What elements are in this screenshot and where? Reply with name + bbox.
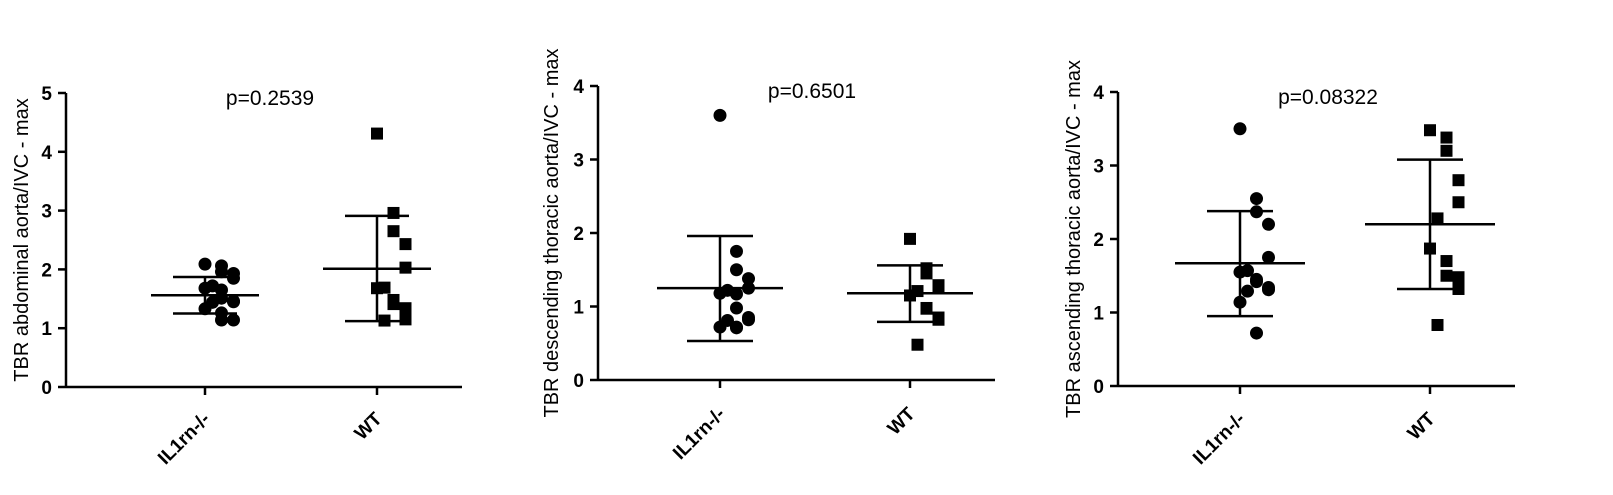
y-axis-title: TBR descending thoracic aorta/IVC - max (541, 48, 563, 417)
y-tick-label: 4 (41, 143, 52, 164)
data-point-square (399, 313, 412, 326)
data-point-circle (1262, 217, 1275, 231)
chart-descending: 0 1 2 3 4 IL1rn-/- WT TBR descending thoracic a… (541, 48, 995, 464)
y-tick-label: 1 (41, 319, 52, 340)
data-point-circle (730, 321, 743, 335)
data-point-square (1440, 131, 1453, 144)
data-point-square (1424, 124, 1436, 137)
x-category-label: WT (884, 403, 920, 439)
x-category-label: IL1rn-/- (154, 409, 214, 469)
data-point-square (371, 127, 383, 140)
y-tick-label: 5 (41, 84, 52, 105)
data-point-circle (1250, 326, 1263, 340)
p-value-annotation: p=0.08322 (1278, 86, 1378, 109)
y-tick-label: 2 (1093, 230, 1104, 251)
chart-panel-ascending: 0 1 2 3 4 IL1rn-/- WT TBR ascending thoracic ao… (1060, 0, 1613, 495)
chart-abdominal: 0 1 2 3 4 5 IL1rn-/- WT TBR abdominal aorta/IVC … (11, 84, 462, 469)
data-point-circle (1250, 275, 1263, 289)
data-point-circle (742, 313, 755, 327)
data-point-square (1452, 196, 1465, 209)
data-point-circle (742, 272, 755, 286)
data-point-square (399, 238, 412, 251)
data-point-square (387, 225, 400, 238)
data-point-square (1440, 269, 1453, 282)
data-point-circle (215, 265, 228, 279)
data-point-circle (1233, 122, 1247, 136)
data-point-square (920, 267, 933, 280)
y-tick-label: 0 (573, 371, 584, 392)
data-point-circle (227, 295, 240, 309)
data-point-circle (730, 287, 743, 301)
x-category-label: WT (351, 408, 387, 444)
data-point-circle (713, 108, 727, 122)
y-tick-label: 2 (41, 260, 52, 281)
y-tick-label: 1 (573, 298, 584, 319)
data-point-square (1440, 255, 1453, 268)
data-point-circle (215, 313, 228, 327)
x-category-label: IL1rn-/- (1189, 409, 1249, 469)
data-point-square (387, 298, 400, 311)
y-tick-label: 4 (573, 77, 584, 98)
data-point-square (399, 302, 412, 315)
data-point-square (1452, 271, 1465, 284)
y-tick-label: 3 (41, 202, 52, 223)
data-point-circle (730, 263, 743, 277)
x-category-label: IL1rn-/- (669, 404, 729, 464)
x-category-label: WT (1404, 408, 1440, 444)
data-point-circle (198, 257, 212, 271)
data-point-square (1431, 318, 1444, 331)
chart-panel-abdominal: 0 1 2 3 4 5 IL1rn-/- WT TBR abdominal aorta/IVC … (0, 0, 530, 495)
y-tick-label: 1 (1093, 304, 1104, 325)
data-point-square (911, 338, 924, 351)
p-value-annotation: p=0.2539 (226, 87, 314, 110)
data-point-square (932, 313, 945, 326)
y-tick-label: 0 (1093, 377, 1104, 398)
data-point-circle (1241, 284, 1254, 298)
data-point-circle (1250, 192, 1263, 206)
data-point-circle (1262, 283, 1275, 297)
data-point-circle (1262, 250, 1275, 264)
y-tick-label: 0 (41, 378, 52, 399)
data-point-square (387, 206, 400, 219)
data-point-circle (227, 313, 240, 327)
y-tick-label: 2 (573, 224, 584, 245)
data-point-square (932, 280, 945, 293)
chart-panel-descending: 0 1 2 3 4 IL1rn-/- WT TBR descending thoracic a… (530, 0, 1060, 495)
data-point-circle (730, 244, 743, 258)
data-point-square (1440, 144, 1453, 157)
p-value-annotation: p=0.6501 (768, 80, 856, 103)
data-point-square (1431, 212, 1444, 225)
data-point-square (904, 232, 916, 245)
y-axis-title: TBR ascending thoracic aorta/IVC - max (1063, 60, 1085, 418)
data-point-square (1452, 174, 1465, 187)
data-point-square (920, 302, 933, 315)
y-axis-title: TBR abdominal aorta/IVC - max (11, 98, 33, 381)
y-tick-label: 3 (573, 151, 584, 172)
chart-ascending: 0 1 2 3 4 IL1rn-/- WT TBR ascending thoracic ao… (1063, 60, 1515, 469)
y-tick-label: 3 (1093, 157, 1104, 178)
y-tick-label: 4 (1093, 83, 1104, 104)
data-point-circle (730, 301, 743, 315)
